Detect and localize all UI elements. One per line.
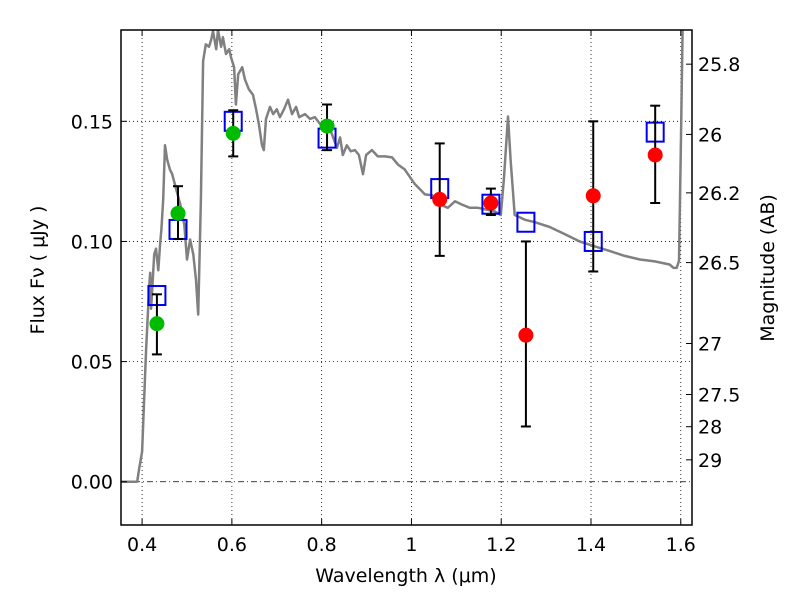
- observed-flux-point: [518, 327, 534, 343]
- x-axis-title-text: Wavelength λ (μm): [315, 565, 496, 587]
- model-flux-box: [516, 211, 536, 233]
- x-axis-title: Wavelength λ (μm): [315, 565, 496, 587]
- x-tick-label: 0.8: [307, 534, 337, 556]
- observed-flux-point: [170, 205, 186, 221]
- y-tick-label: 0.00: [71, 472, 113, 494]
- y-right-tick-label: 27: [698, 333, 722, 355]
- data-marks: [147, 103, 665, 428]
- plot-frame: [120, 29, 693, 526]
- y-right-axis-title: Magnitude (AB): [757, 194, 779, 342]
- y-right-tick-label: 26.2: [698, 183, 740, 205]
- y-right-tick-label: 26.5: [698, 253, 740, 275]
- y-right-tick-label: 26: [698, 124, 722, 146]
- x-tick-label: 0.6: [217, 534, 247, 556]
- y-tick-label: 0.10: [71, 231, 113, 253]
- y-right-tick-label: 25.8: [698, 54, 740, 76]
- axis-ticks: 0.4 0.6 0.8 1 1.2 1.4 1.6 0.00 0.05 0.10 0.15 25.8 2…: [71, 30, 740, 556]
- x-tick-label: 0.4: [127, 534, 157, 556]
- x-tick-label: 1.4: [576, 534, 606, 556]
- y-axis-title-text: Flux Fν ( μJy ): [27, 206, 49, 335]
- y-axis-title: Flux Fν ( μJy ): [27, 206, 49, 335]
- y-right-tick-label: 29: [698, 450, 722, 472]
- y-tick-label: 0.05: [71, 352, 113, 374]
- observed-flux-point: [483, 195, 499, 211]
- observed-flux-point: [319, 118, 335, 134]
- observed-flux-point: [647, 147, 663, 163]
- observed-flux-point: [149, 316, 165, 332]
- observed-flux-point: [225, 125, 241, 141]
- x-tick-label: 1: [405, 534, 417, 556]
- observed-flux-point: [432, 191, 448, 207]
- x-tick-label: 1.2: [486, 534, 516, 556]
- y-tick-label: 0.15: [71, 111, 113, 133]
- observed-flux-point: [585, 188, 601, 204]
- y-right-axis-title-text: Magnitude (AB): [757, 194, 779, 342]
- y-right-tick-label: 27.5: [698, 385, 740, 407]
- x-tick-label: 1.6: [666, 534, 696, 556]
- y-right-tick-label: 28: [698, 417, 722, 439]
